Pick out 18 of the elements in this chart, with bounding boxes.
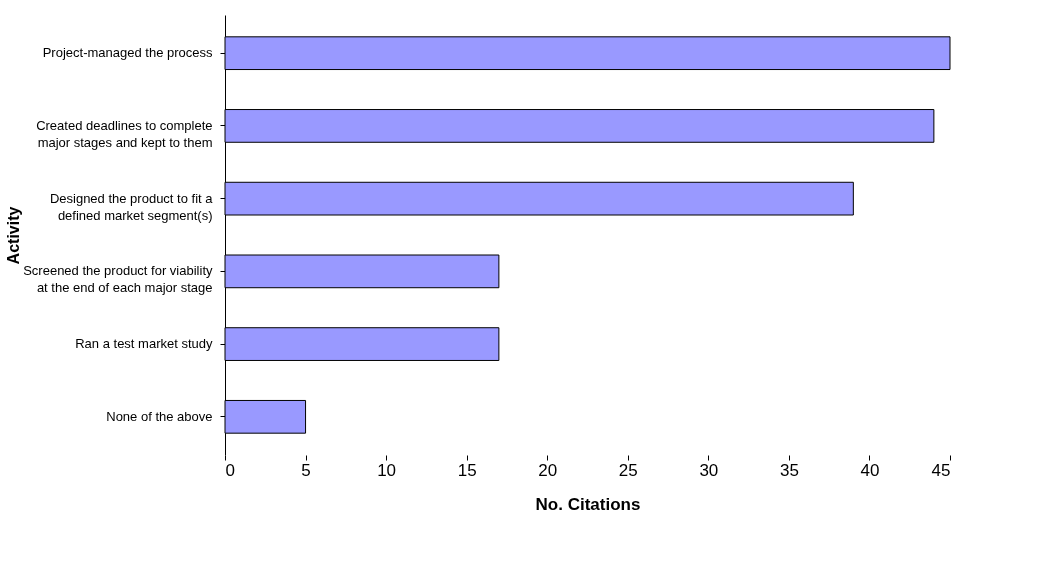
x-tick-label: 30: [699, 460, 719, 480]
x-tick-label: 0: [225, 460, 235, 480]
x-tick-label: 5: [301, 460, 311, 480]
x-tick-label: 10: [377, 460, 397, 480]
y-axis-title: Activity: [4, 206, 22, 265]
x-tick-label: 15: [457, 460, 477, 480]
y-tick-label: None of the above: [106, 408, 213, 424]
x-tick-label: 20: [538, 460, 558, 480]
y-tick-label: Ran a test market study: [75, 336, 213, 352]
x-tick-label: 25: [618, 460, 638, 480]
x-tick-label: 40: [860, 460, 880, 480]
x-axis-title: No. Citations: [535, 494, 641, 514]
x-tick-label: 45: [931, 460, 951, 480]
x-tick-label: 35: [779, 460, 799, 480]
y-tick-label: Designed the product to fit a defined market segment(s): [49, 190, 214, 223]
y-tick-label: Screened the product for viability at the end of each major stage: [23, 263, 213, 296]
y-tick-label: Project-managed the process: [42, 45, 213, 61]
y-tick-label: Created deadlines to complete major stages and kept to them: [36, 117, 213, 150]
